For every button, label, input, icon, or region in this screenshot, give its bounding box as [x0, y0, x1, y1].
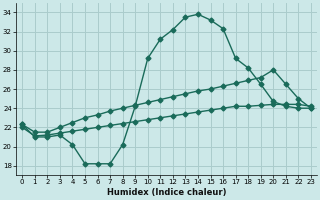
- X-axis label: Humidex (Indice chaleur): Humidex (Indice chaleur): [107, 188, 226, 197]
